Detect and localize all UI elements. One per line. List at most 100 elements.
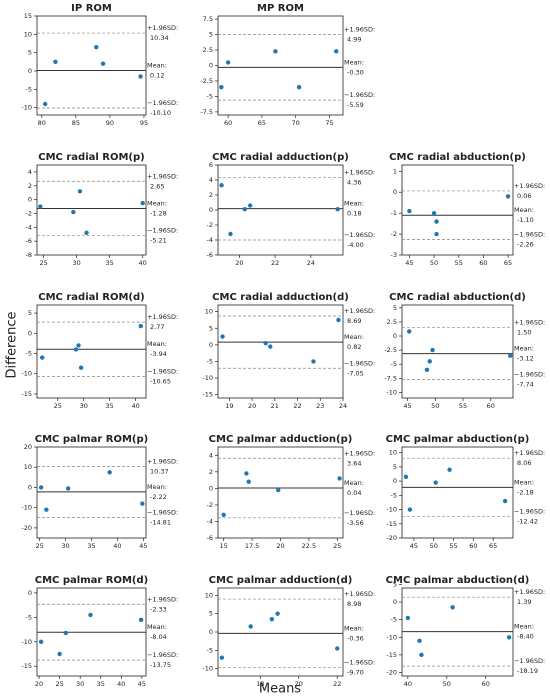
y-tick-label: -5 xyxy=(26,350,32,358)
y-tick-label: -15 xyxy=(386,651,397,659)
ref-line-name: −1.96SD: xyxy=(514,231,545,239)
point xyxy=(337,476,342,481)
ref-line-value: -2.26 xyxy=(517,241,534,249)
y-tick-label: -4 xyxy=(207,236,213,244)
x-tick-label: 24 xyxy=(339,402,347,410)
y-tick-label: -2 xyxy=(391,230,397,238)
panel-title: CMC radial ROM(p) xyxy=(38,152,144,163)
y-tick-label: 0 xyxy=(209,206,213,214)
ref-line-value: -3.12 xyxy=(517,355,534,363)
point xyxy=(78,365,84,370)
point xyxy=(246,479,251,484)
point xyxy=(107,470,112,475)
ref-line-name: +1.96SD: xyxy=(514,319,545,327)
panel-title: CMC palmar abduction(d) xyxy=(386,575,530,586)
ref-line-name: Mean: xyxy=(514,345,534,353)
x-tick-label: 60 xyxy=(482,680,490,688)
x-tick-label: 80 xyxy=(38,119,46,127)
plot-frame xyxy=(36,446,147,539)
y-tick-label: 7.5 xyxy=(203,15,213,23)
point xyxy=(225,60,231,65)
x-tick-label: 30 xyxy=(61,542,69,550)
y-tick-label: 5 xyxy=(209,31,213,39)
y-tick-label: -8 xyxy=(26,251,32,259)
y-tick-label: -20 xyxy=(386,534,397,542)
ref-line-value: 0.18 xyxy=(347,210,361,218)
ref-line-value: 8.06 xyxy=(517,459,531,467)
x-tick-label: 18 xyxy=(256,680,264,688)
ref-line-name: −1.96SD: xyxy=(514,507,545,515)
ref-line-value: 1.39 xyxy=(517,598,531,606)
x-tick-label: 20 xyxy=(276,542,284,550)
ref-line-name: Mean: xyxy=(344,333,364,341)
point xyxy=(42,101,48,107)
point xyxy=(242,207,247,212)
y-tick-label: 0 xyxy=(209,62,213,70)
ref-line-value: -1.28 xyxy=(150,209,167,217)
point xyxy=(38,639,44,644)
ref-line-value: -0.36 xyxy=(347,634,364,642)
ref-line-name: −1.96SD: xyxy=(344,91,375,99)
y-tick-label: -15 xyxy=(21,390,32,398)
plot-frame xyxy=(36,15,147,116)
point xyxy=(77,189,83,194)
point xyxy=(53,59,58,65)
ref-line-name: −1.96SD: xyxy=(147,227,178,235)
y-tick-label: 2 xyxy=(209,191,213,199)
ref-line-name: Mean: xyxy=(147,199,167,207)
point xyxy=(63,630,68,636)
ref-line-name: −1.96SD: xyxy=(344,659,375,667)
ref-line-value: -8.40 xyxy=(517,633,534,641)
x-tick-label: 65 xyxy=(504,259,512,267)
x-tick-label: 22.5 xyxy=(302,542,316,550)
ref-line-value: -2.22 xyxy=(150,493,167,501)
x-tick-label: 22 xyxy=(271,259,279,267)
ref-line-name: +1.96SD: xyxy=(344,307,375,315)
ref-line-value: -5.21 xyxy=(150,237,167,245)
x-tick-label: 65 xyxy=(258,119,266,127)
x-tick-label: 60 xyxy=(487,402,495,410)
x-tick-label: 50 xyxy=(430,542,438,550)
panel-title: MP ROM xyxy=(257,3,304,14)
ref-line-value: 10.34 xyxy=(150,34,169,42)
point xyxy=(405,615,411,621)
y-tick-label: -20 xyxy=(21,524,32,532)
point xyxy=(219,655,225,660)
y-tick-label: -5 xyxy=(391,616,397,624)
ref-line-name: +1.96SD: xyxy=(147,172,178,180)
y-tick-label: 5 xyxy=(28,309,32,317)
y-tick-label: -15 xyxy=(386,520,397,528)
ref-line-value: 8.98 xyxy=(347,600,361,608)
point xyxy=(100,61,106,66)
plot-frame xyxy=(36,164,147,256)
x-tick-label: 90 xyxy=(106,119,114,127)
panel-title: CMC radial adduction(p) xyxy=(212,152,349,163)
point xyxy=(407,208,412,214)
x-tick-label: 20 xyxy=(248,402,256,410)
point xyxy=(268,344,273,349)
x-axis-label: Means xyxy=(259,682,301,697)
x-tick-label: 17.5 xyxy=(245,542,259,550)
y-tick-label: 0 xyxy=(28,67,32,75)
ref-line-value: 3.64 xyxy=(347,459,361,467)
panel-title: CMC radial ROM(d) xyxy=(38,292,144,303)
plot-frame xyxy=(36,304,147,399)
y-tick-label: -10 xyxy=(202,665,213,673)
x-tick-label: 60 xyxy=(469,542,477,550)
ref-line-value: -3.56 xyxy=(347,519,364,527)
y-tick-label: -5 xyxy=(391,360,397,368)
ref-line-value: 4.36 xyxy=(347,178,361,186)
y-tick-label: 2 xyxy=(28,182,32,190)
panel-title: CMC palmar adduction(d) xyxy=(209,575,353,586)
y-tick-label: -3 xyxy=(391,251,397,259)
point xyxy=(430,347,435,353)
x-tick-label: 24 xyxy=(307,259,315,267)
x-tick-label: 25 xyxy=(35,542,43,550)
ref-line-value: -10.10 xyxy=(150,109,171,117)
y-tick-label: 2.5 xyxy=(203,46,213,54)
ref-line-name: +1.96SD: xyxy=(344,449,375,457)
ref-line-name: −1.96SD: xyxy=(514,371,545,379)
y-tick-label: -10 xyxy=(21,370,32,378)
x-tick-label: 45 xyxy=(410,542,418,550)
